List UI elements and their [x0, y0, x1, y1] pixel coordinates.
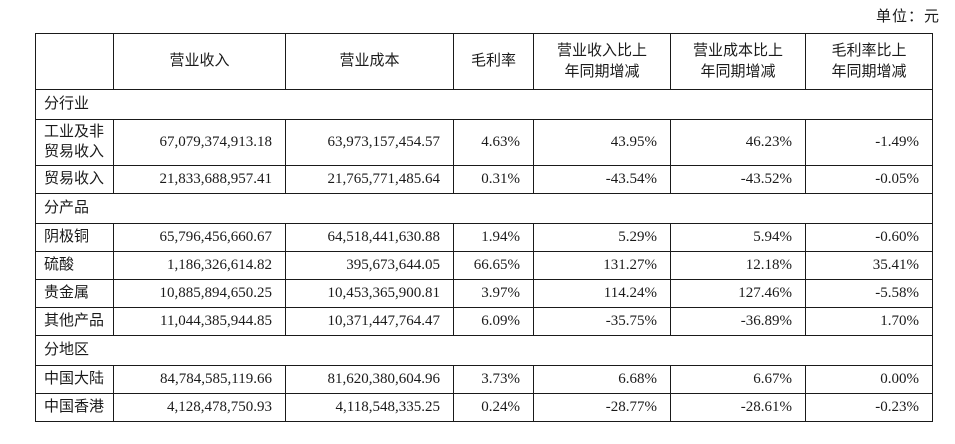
value-cell: 64,518,441,630.88 [285, 222, 454, 252]
header-cell-margin-yoy-change: 毛利率比上 年同期增减 [805, 33, 933, 90]
value-cell: -36.89% [670, 306, 806, 336]
value-cell: 21,833,688,957.41 [113, 164, 286, 194]
value-cell: 4.63% [453, 119, 534, 166]
section-label: 分地区 [35, 334, 933, 366]
row-label: 贸易收入 [35, 164, 114, 194]
row-label: 阴极铜 [35, 222, 114, 252]
value-cell: 81,620,380,604.96 [285, 364, 454, 394]
financials-table: 营业收入 营业成本 毛利率 营业收入比上 年同期增减 营业成本比上 年同期增减 … [35, 33, 933, 422]
value-cell: 131.27% [533, 250, 671, 280]
header-cell-gross-margin: 毛利率 [453, 33, 534, 90]
value-cell: 84,784,585,119.66 [113, 364, 286, 394]
value-cell: 395,673,644.05 [285, 250, 454, 280]
value-cell: -28.77% [533, 392, 671, 422]
section-row: 分行业 [35, 89, 933, 120]
value-cell: 10,885,894,650.25 [113, 278, 286, 308]
section-row: 分产品 [35, 192, 933, 224]
value-cell: 35.41% [805, 250, 933, 280]
header-cell-empty [35, 33, 114, 90]
value-cell: 0.00% [805, 364, 933, 394]
value-cell: 21,765,771,485.64 [285, 164, 454, 194]
value-cell: 1.94% [453, 222, 534, 252]
value-cell: -28.61% [670, 392, 806, 422]
value-cell: 3.97% [453, 278, 534, 308]
value-cell: -0.23% [805, 392, 933, 422]
value-cell: -35.75% [533, 306, 671, 336]
header-cell-operating-revenue: 营业收入 [113, 33, 286, 90]
value-cell: -1.49% [805, 119, 933, 166]
value-cell: -5.58% [805, 278, 933, 308]
row-label: 硫酸 [35, 250, 114, 280]
value-cell: -0.60% [805, 222, 933, 252]
table-row: 中国香港 4,128,478,750.93 4,118,548,335.25 0.24… [35, 392, 933, 422]
value-cell: 127.46% [670, 278, 806, 308]
value-cell: 1,186,326,614.82 [113, 250, 286, 280]
value-cell: 5.94% [670, 222, 806, 252]
value-cell: 63,973,157,454.57 [285, 119, 454, 166]
value-cell: 11,044,385,944.85 [113, 306, 286, 336]
row-label: 贵金属 [35, 278, 114, 308]
value-cell: 10,371,447,764.47 [285, 306, 454, 336]
row-label: 其他产品 [35, 306, 114, 336]
section-label: 分产品 [35, 192, 933, 224]
value-cell: 6.68% [533, 364, 671, 394]
value-cell: -0.05% [805, 164, 933, 194]
table-row: 硫酸 1,186,326,614.82 395,673,644.05 66.65% 13… [35, 250, 933, 280]
value-cell: 6.67% [670, 364, 806, 394]
section-label: 分行业 [35, 89, 933, 120]
row-label: 中国香港 [35, 392, 114, 422]
unit-label: 单位：元 [875, 9, 940, 25]
section-row: 分地区 [35, 334, 933, 366]
value-cell: 12.18% [670, 250, 806, 280]
value-cell: 67,079,374,913.18 [113, 119, 286, 166]
value-cell: 0.31% [453, 164, 534, 194]
table-row: 工业及非贸易收入 67,079,374,913.18 63,973,157,454.… [35, 119, 933, 166]
value-cell: 4,128,478,750.93 [113, 392, 286, 422]
header-cell-cost-yoy-change: 营业成本比上 年同期增减 [670, 33, 806, 90]
value-cell: 46.23% [670, 119, 806, 166]
value-cell: 65,796,456,660.67 [113, 222, 286, 252]
table-row: 中国大陆 84,784,585,119.66 81,620,380,604.96 3.… [35, 364, 933, 394]
value-cell: 4,118,548,335.25 [285, 392, 454, 422]
value-cell: -43.54% [533, 164, 671, 194]
header-cell-revenue-yoy-change: 营业收入比上 年同期增减 [533, 33, 671, 90]
value-cell: 43.95% [533, 119, 671, 166]
value-cell: 6.09% [453, 306, 534, 336]
row-label: 工业及非贸易收入 [35, 119, 114, 166]
value-cell: 0.24% [453, 392, 534, 422]
value-cell: 3.73% [453, 364, 534, 394]
row-label: 中国大陆 [35, 364, 114, 394]
value-cell: 114.24% [533, 278, 671, 308]
value-cell: 66.65% [453, 250, 534, 280]
value-cell: 5.29% [533, 222, 671, 252]
header-row: 营业收入 营业成本 毛利率 营业收入比上 年同期增减 营业成本比上 年同期增减 … [35, 33, 933, 90]
table-row: 阴极铜 65,796,456,660.67 64,518,441,630.88 1.9… [35, 222, 933, 252]
table-row: 贸易收入 21,833,688,957.41 21,765,771,485.64 0.… [35, 164, 933, 194]
header-cell-operating-cost: 营业成本 [285, 33, 454, 90]
table-row: 其他产品 11,044,385,944.85 10,371,447,764.47 6.… [35, 306, 933, 336]
table-body: 分行业 工业及非贸易收入 67,079,374,913.18 63,973,157,4… [35, 89, 933, 422]
value-cell: -43.52% [670, 164, 806, 194]
value-cell: 10,453,365,900.81 [285, 278, 454, 308]
value-cell: 1.70% [805, 306, 933, 336]
table-row: 贵金属 10,885,894,650.25 10,453,365,900.81 3.9… [35, 278, 933, 308]
